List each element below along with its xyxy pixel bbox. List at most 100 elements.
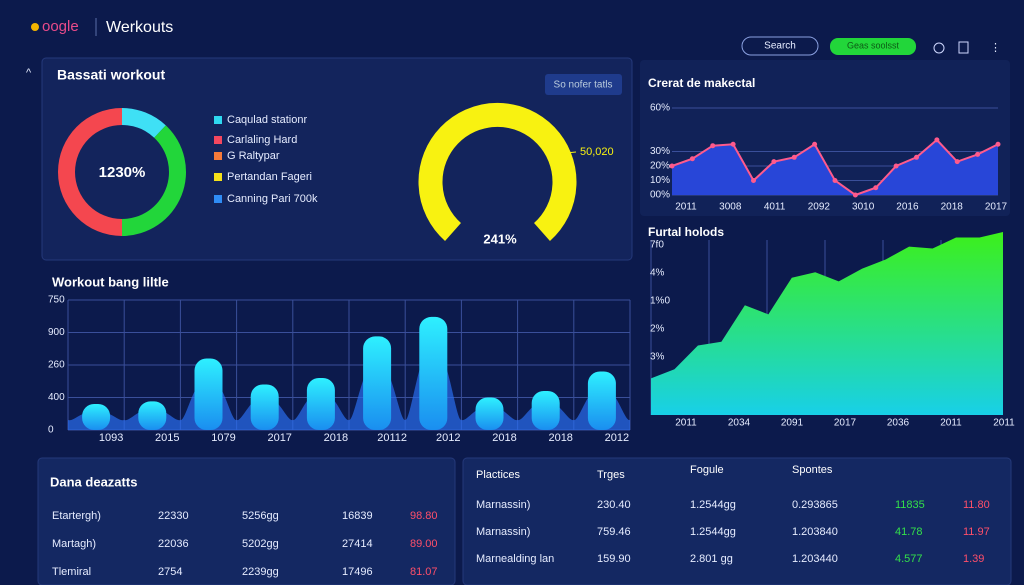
table-header: Plactices [476,469,521,481]
legend-label: Pertandan Fageri [227,171,312,183]
x-tick-label: 2015 [155,432,179,444]
donut-segment [58,108,122,236]
icon[interactable] [958,41,969,54]
summary-button[interactable] [545,74,622,95]
table2-panel [462,457,1012,585]
y-tick-label: 10% [650,175,670,186]
table-cell: 159.90 [597,553,631,565]
table-cell: 81.07 [410,566,438,578]
button-label[interactable]: Geas soolsst [847,40,900,50]
summary-button-label[interactable]: So nofer tatls [554,80,613,91]
y-label: 0 [48,425,54,436]
point [812,141,818,147]
table-cell: 16839 [342,510,373,522]
x-tick-label: 2091 [781,418,804,429]
back-icon[interactable]: ^ [26,67,32,79]
table-cell: 41.78 [895,526,923,538]
table-cell: 5256gg [242,510,279,522]
action-button[interactable] [830,38,916,55]
logo: oogle [42,18,79,35]
bar [82,404,111,430]
table-cell: 4.577 [895,553,923,565]
y-tick-label: 00% [650,190,670,201]
x-tick-label: 2016 [896,202,919,213]
x-tick-label: 20112 [377,432,407,444]
app-title: Werkouts [106,19,173,36]
table-cell: 27414 [342,538,373,550]
y-label: 2% [650,324,665,335]
point [873,185,879,191]
y-label: 900 [48,327,65,338]
x-tick-label: 2017 [834,418,857,429]
gauge-center: 241% [483,231,517,246]
gauge-label: 50,020 [580,146,614,158]
table-cell: 11835 [895,499,925,511]
y-label: 400 [48,392,65,403]
y-label: 7f0 [650,240,664,251]
x-tick-label: 2018 [941,202,964,213]
icon[interactable] [933,42,945,54]
table-cell: Tlemiral [52,566,91,578]
y-label: 4% [650,268,665,279]
table-cell: 11.80 [963,499,990,511]
x-tick-label: 2011 [675,202,697,213]
table-header: Trges [597,469,625,481]
point [954,159,960,165]
point [710,143,716,149]
table-cell: 98.80 [410,510,438,522]
x-tick-label: 2011 [675,418,697,429]
workout-title: Workout bang liltle [52,274,169,289]
x-tick-label: 1093 [99,432,123,444]
table-cell: 1.2544gg [690,526,736,538]
table-cell: Marnealding lan [476,553,554,565]
table-cell: 17496 [342,566,373,578]
legend-swatch [214,173,222,181]
x-tick-label: 3008 [719,202,742,213]
y-label: 1%0 [650,296,670,307]
menu-icon[interactable]: ⋮ [990,42,1001,54]
y-label: 260 [48,360,65,371]
table-cell: 89.00 [410,538,438,550]
logo-dot [31,23,39,31]
donut-segment [122,108,166,138]
point [832,178,838,183]
bar [531,391,560,430]
legend-label: Carlaling Hard [227,134,297,146]
legend-label: G Raltypar [227,150,280,162]
legend-swatch [214,116,222,124]
table-cell: Martagh) [52,538,96,550]
point [669,163,675,169]
table-cell: 2239gg [242,566,279,578]
point [791,154,797,160]
table-cell: 22036 [158,538,189,550]
y-tick-label: 20% [650,161,670,172]
x-tick-label: 2018 [548,432,572,444]
table-cell: 759.46 [597,526,631,538]
table1-panel [37,457,456,585]
x-tick-label: 2036 [887,418,910,429]
donut-center: 1230% [99,164,146,181]
x-tick-label: 4011 [764,202,786,213]
market-title: Crerat de makectal [648,76,755,90]
legend-swatch [214,152,222,160]
search[interactable]: Search [764,41,796,52]
bar [138,401,167,430]
table-cell: 1.39 [963,553,984,565]
x-tick-label: 3010 [852,202,875,213]
table-cell: 1.203840 [792,526,838,538]
point [934,137,940,143]
table-cell: 5202gg [242,538,279,550]
legend-swatch [214,136,222,144]
table-header: Spontes [792,464,833,476]
x-tick-label: 2012 [436,432,460,444]
table-cell: 2754 [158,566,182,578]
search-box[interactable] [741,36,819,56]
legend-label: Caqulad stationr [227,114,307,126]
bar [363,336,392,430]
donut-segment [122,125,186,236]
point [771,159,777,165]
y-label: 750 [48,295,65,306]
bar [475,397,504,430]
